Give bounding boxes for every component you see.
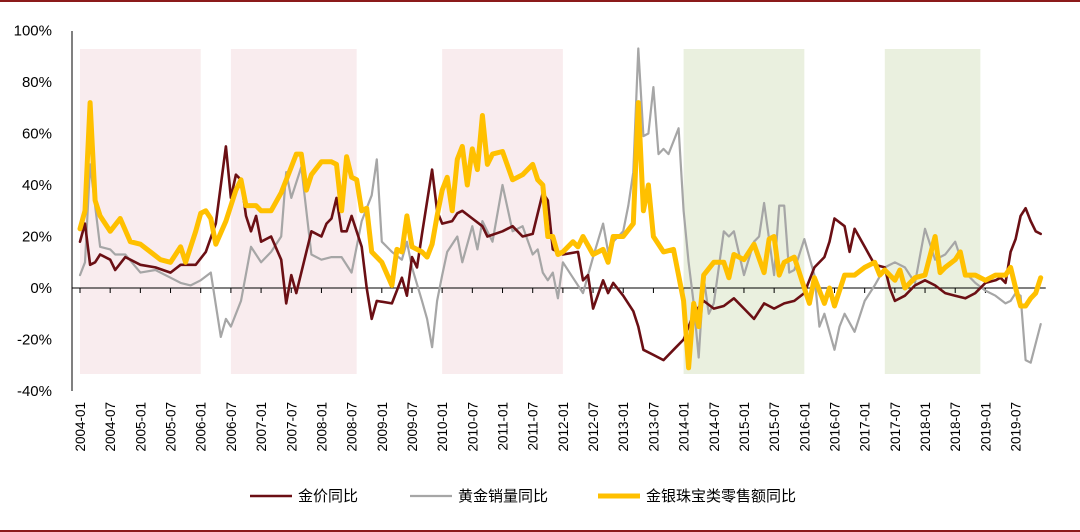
x-tick-label: 2012-07 — [586, 402, 601, 452]
series-lines — [77, 47, 1044, 371]
x-tick-label: 2018-01 — [918, 402, 933, 452]
x-tick-label: 2005-07 — [164, 402, 179, 452]
y-tick-label: -40% — [17, 383, 52, 400]
x-tick-label: 2006-07 — [224, 402, 239, 452]
y-tick-label: -20% — [17, 332, 52, 349]
x-tick-label: 2011-01 — [496, 402, 511, 451]
x-tick-label: 2010-01 — [435, 402, 450, 452]
x-tick-label: 2014-01 — [677, 402, 692, 452]
x-tick-label: 2013-01 — [616, 402, 631, 452]
x-tick-label: 2018-07 — [948, 402, 963, 452]
x-tick-label: 2007-07 — [284, 402, 299, 452]
y-tick-label: 80% — [22, 74, 52, 91]
x-tick-label: 2019-07 — [1009, 402, 1024, 452]
legend-label-gold-price: 金价同比 — [298, 487, 358, 505]
y-tick-label: 40% — [22, 177, 52, 194]
x-tick-label: 2006-01 — [194, 402, 209, 452]
y-tick-label: 20% — [22, 229, 52, 246]
y-axis: -40% -20% 0% 20% 40% 60% 80% 100% — [14, 23, 73, 400]
x-tick-label: 2016-07 — [828, 402, 843, 452]
x-tick-label: 2015-07 — [767, 402, 782, 452]
x-tick-label: 2009-01 — [375, 402, 390, 452]
x-tick-label: 2008-07 — [345, 402, 360, 452]
x-tick-label: 2004-07 — [103, 402, 118, 452]
legend-label-jewelry-retail: 金银珠宝类零售额同比 — [646, 487, 796, 505]
x-tick-label: 2013-07 — [646, 402, 661, 452]
legend: 金价同比 黄金销量同比 金银珠宝类零售额同比 — [250, 487, 796, 505]
x-tick-label: 2017-01 — [858, 402, 873, 452]
y-tick-label: 0% — [30, 280, 52, 297]
x-tick-label: 2011-07 — [526, 402, 541, 451]
x-tick-label: 2004-01 — [73, 402, 88, 452]
series-jewelry-retail — [77, 100, 1044, 371]
shaded-periods — [80, 49, 981, 374]
shaded-period-pink — [230, 49, 357, 374]
x-tick-label: 2010-07 — [465, 402, 480, 452]
x-tick-label: 2005-01 — [133, 402, 148, 452]
y-tick-label: 100% — [14, 23, 52, 40]
y-tick-label: 60% — [22, 126, 52, 143]
x-tick-label: 2012-01 — [556, 402, 571, 452]
x-axis: 2004-01 2004-07 2005-01 2005-07 2006-01 2006-… — [72, 287, 1046, 452]
shaded-period-green — [884, 49, 981, 374]
x-tick-label: 2017-07 — [888, 402, 903, 452]
x-tick-label: 2008-01 — [314, 402, 329, 452]
x-tick-label: 2019-01 — [978, 402, 993, 452]
x-tick-label: 2014-07 — [707, 402, 722, 452]
x-tick-label: 2015-01 — [737, 402, 752, 452]
x-tick-label: 2007-01 — [254, 402, 269, 452]
x-tick-label: 2016-01 — [797, 402, 812, 452]
series-gold-sales — [78, 47, 1042, 364]
x-tick-label: 2009-07 — [405, 402, 420, 452]
legend-label-gold-sales: 黄金销量同比 — [458, 487, 548, 505]
